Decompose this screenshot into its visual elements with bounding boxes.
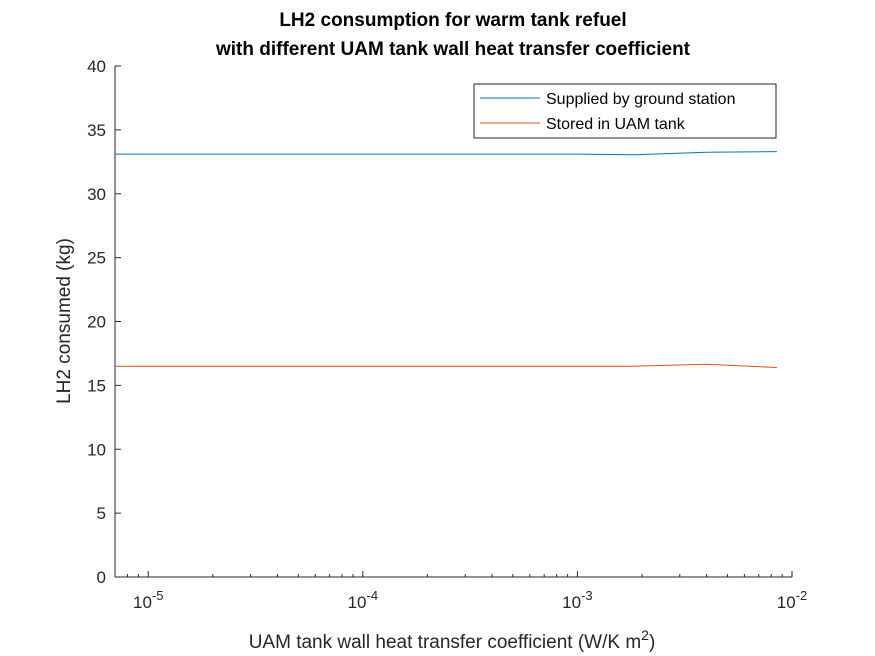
x-axis-label-superscript: 2 [641, 627, 649, 643]
series-line [115, 363, 777, 368]
chart-title-line-2: with different UAM tank wall heat transf… [215, 39, 691, 60]
legend: Supplied by ground station Stored in UAM … [473, 83, 777, 139]
x-tick-label: 10-2 [777, 588, 807, 612]
x-axis-label-suffix: ) [649, 632, 655, 653]
x-tick-label-exponent: -4 [367, 588, 379, 603]
y-tick-label: 10 [87, 440, 106, 459]
x-tick-label: 10-3 [562, 588, 592, 612]
x-tick-label-base: 10 [348, 593, 367, 612]
legend-label: Supplied by ground station [546, 91, 735, 108]
y-tick-label: 35 [87, 121, 106, 140]
y-axis-label: LH2 consumed (kg) [54, 238, 75, 404]
legend-box [473, 83, 777, 139]
y-tick-label: 30 [87, 185, 106, 204]
y-tick-label: 40 [87, 57, 106, 76]
x-tick-label: 10-5 [133, 588, 163, 612]
y-tick-label: 20 [87, 313, 106, 332]
x-tick-label-base: 10 [562, 593, 581, 612]
y-tick-label: 25 [87, 249, 106, 268]
x-tick-label-exponent: -2 [796, 588, 808, 603]
chart-title-line-1: LH2 consumption for warm tank refuel [279, 10, 626, 31]
x-tick-label-exponent: -3 [581, 588, 593, 603]
legend-label: Stored in UAM tank [546, 116, 686, 133]
x-axis-label-text: UAM tank wall heat transfer coefficient … [249, 632, 641, 653]
series-line [115, 151, 777, 156]
x-tick-label: 10-4 [348, 588, 378, 612]
x-tick-label-base: 10 [777, 593, 796, 612]
x-tick-label-exponent: -5 [152, 588, 164, 603]
y-tick-label: 15 [87, 376, 106, 395]
x-tick-label-base: 10 [133, 593, 152, 612]
x-axis-label: UAM tank wall heat transfer coefficient … [249, 627, 656, 653]
y-tick-label: 0 [97, 568, 106, 587]
y-tick-label: 5 [97, 504, 106, 523]
